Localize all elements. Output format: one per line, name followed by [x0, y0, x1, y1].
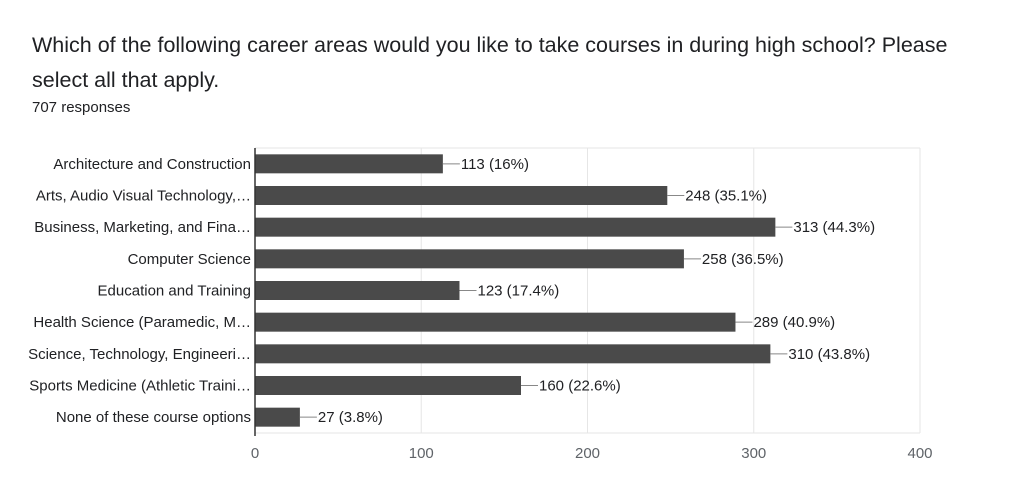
data-label: 258 (36.5%)	[702, 251, 784, 268]
data-label: 160 (22.6%)	[539, 378, 621, 395]
data-label: 113 (16%)	[461, 156, 529, 173]
bar	[255, 186, 668, 205]
category-label: Sports Medicine (Athletic Traini…	[29, 378, 251, 395]
category-label: Health Science (Paramedic, M…	[33, 314, 251, 331]
category-label: Computer Science	[128, 251, 251, 268]
bar	[255, 217, 776, 237]
bar	[255, 407, 300, 427]
bar	[255, 312, 736, 332]
category-label: None of these course options	[56, 409, 251, 426]
data-label: 248 (35.1%)	[685, 188, 767, 205]
category-label: Science, Technology, Engineeri…	[28, 346, 251, 363]
chart-title: Which of the following career areas woul…	[32, 33, 948, 92]
bar	[255, 376, 521, 395]
category-label: Education and Training	[98, 283, 251, 300]
data-label: 289 (40.9%)	[753, 314, 835, 331]
bar	[255, 154, 443, 174]
category-label: Arts, Audio Visual Technology,…	[36, 188, 251, 205]
category-label: Business, Marketing, and Fina…	[34, 219, 251, 236]
x-tick-label: 100	[409, 445, 434, 462]
bar	[255, 344, 771, 364]
category-label: Architecture and Construction	[53, 156, 251, 173]
bar	[255, 249, 684, 269]
data-label: 27 (3.8%)	[318, 409, 383, 426]
x-tick-label: 0	[251, 445, 259, 462]
x-tick-label: 300	[741, 445, 766, 462]
data-label: 313 (44.3%)	[793, 219, 875, 236]
x-tick-label: 200	[575, 445, 600, 462]
data-label: 123 (17.4%)	[477, 283, 559, 300]
x-tick-label: 400	[907, 445, 932, 462]
bar	[255, 281, 460, 300]
response-count: 707 responses	[32, 99, 131, 116]
data-label: 310 (43.8%)	[788, 346, 870, 363]
